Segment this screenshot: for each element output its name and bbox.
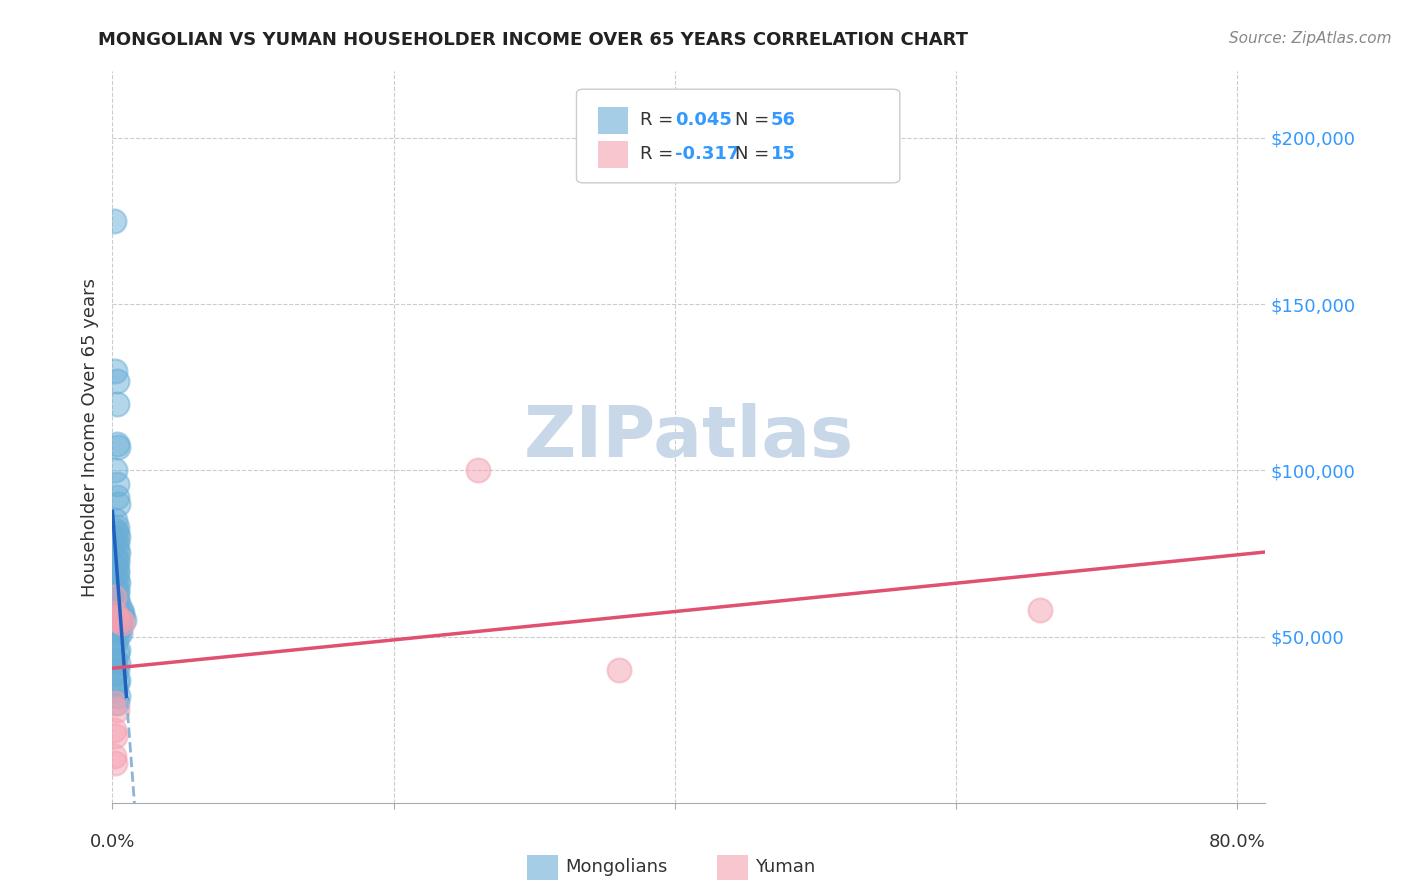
- Point: [104, 636, 127, 650]
- Point: [104, 666, 127, 681]
- Point: [111, 607, 134, 621]
- Point: [107, 690, 129, 704]
- Text: -0.317: -0.317: [675, 145, 740, 163]
- Text: 15: 15: [770, 145, 796, 163]
- Point: [104, 590, 127, 604]
- Point: [108, 626, 131, 640]
- Point: [607, 663, 630, 677]
- Point: [104, 523, 127, 537]
- Point: [105, 490, 128, 504]
- Text: 56: 56: [770, 112, 796, 129]
- Point: [105, 703, 128, 717]
- Text: ZIPatlas: ZIPatlas: [524, 402, 853, 472]
- Point: [103, 749, 125, 764]
- Point: [105, 646, 128, 660]
- Point: [105, 582, 128, 597]
- Point: [105, 573, 128, 587]
- Point: [108, 619, 131, 633]
- Point: [104, 599, 127, 614]
- Point: [105, 436, 128, 450]
- Point: [104, 513, 127, 527]
- Point: [110, 603, 132, 617]
- Point: [104, 559, 127, 574]
- Point: [107, 576, 129, 591]
- Point: [111, 609, 134, 624]
- Point: [107, 497, 129, 511]
- Point: [105, 613, 128, 627]
- Text: Mongolians: Mongolians: [565, 858, 668, 876]
- Point: [103, 214, 125, 228]
- Point: [105, 566, 128, 581]
- Point: [104, 463, 127, 477]
- Point: [104, 549, 127, 564]
- Point: [104, 533, 127, 548]
- Point: [105, 553, 128, 567]
- Point: [110, 613, 132, 627]
- Y-axis label: Householder Income Over 65 years: Householder Income Over 65 years: [80, 277, 98, 597]
- Point: [105, 563, 128, 577]
- Point: [105, 586, 128, 600]
- Point: [104, 570, 127, 584]
- Point: [105, 616, 128, 631]
- Point: [107, 656, 129, 670]
- Point: [104, 609, 127, 624]
- Point: [105, 557, 128, 571]
- Point: [104, 682, 127, 697]
- Text: Yuman: Yuman: [755, 858, 815, 876]
- Point: [107, 546, 129, 560]
- Text: 80.0%: 80.0%: [1209, 833, 1265, 851]
- Point: [103, 723, 125, 737]
- Point: [112, 613, 135, 627]
- Point: [111, 616, 134, 631]
- Point: [104, 756, 127, 770]
- Point: [105, 476, 128, 491]
- Text: Source: ZipAtlas.com: Source: ZipAtlas.com: [1229, 31, 1392, 46]
- Point: [104, 729, 127, 743]
- Point: [107, 530, 129, 544]
- Point: [105, 696, 128, 710]
- Point: [107, 440, 129, 454]
- Point: [107, 643, 129, 657]
- Text: N =: N =: [735, 112, 775, 129]
- Point: [104, 363, 127, 377]
- Text: N =: N =: [735, 145, 775, 163]
- Point: [107, 623, 129, 637]
- Point: [104, 653, 127, 667]
- Text: MONGOLIAN VS YUMAN HOUSEHOLDER INCOME OVER 65 YEARS CORRELATION CHART: MONGOLIAN VS YUMAN HOUSEHOLDER INCOME OV…: [98, 31, 969, 49]
- Point: [103, 590, 125, 604]
- Point: [105, 543, 128, 558]
- Text: R =: R =: [640, 112, 679, 129]
- Point: [104, 696, 127, 710]
- Point: [107, 673, 129, 687]
- Point: [105, 676, 128, 690]
- Point: [105, 663, 128, 677]
- Text: R =: R =: [640, 145, 679, 163]
- Text: 0.0%: 0.0%: [90, 833, 135, 851]
- Point: [1029, 603, 1052, 617]
- Point: [104, 580, 127, 594]
- Point: [105, 520, 128, 534]
- Point: [105, 374, 128, 388]
- Point: [105, 630, 128, 644]
- Point: [105, 397, 128, 411]
- Point: [105, 526, 128, 541]
- Point: [105, 593, 128, 607]
- Point: [107, 596, 129, 610]
- Text: 0.045: 0.045: [675, 112, 731, 129]
- Point: [104, 607, 127, 621]
- Point: [105, 536, 128, 550]
- Point: [467, 463, 489, 477]
